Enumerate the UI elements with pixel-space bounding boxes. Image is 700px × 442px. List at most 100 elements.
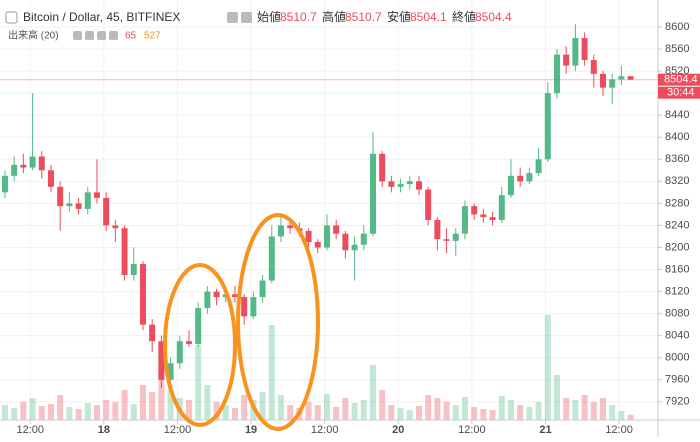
volume-bar bbox=[517, 405, 524, 420]
volume-bar bbox=[121, 390, 128, 420]
y-tick-label: 8320 bbox=[665, 175, 689, 187]
volume-bar bbox=[93, 405, 100, 420]
more-icon[interactable] bbox=[109, 31, 118, 40]
candle-body bbox=[66, 203, 73, 207]
y-tick-label: 8200 bbox=[665, 241, 689, 253]
volume-bar bbox=[397, 408, 404, 420]
candle-body bbox=[471, 206, 478, 215]
eye-icon[interactable] bbox=[73, 31, 82, 40]
volume-bar bbox=[47, 404, 54, 420]
candle-body bbox=[250, 297, 257, 317]
symbol-title: Bitcoin / Dollar, 45, BITFINEX bbox=[23, 10, 180, 24]
volume-bar bbox=[507, 400, 514, 420]
candle-body bbox=[360, 233, 367, 245]
last-price-label: 8504.4 bbox=[664, 74, 698, 86]
candle-body bbox=[379, 153, 386, 182]
candle-body bbox=[259, 280, 266, 298]
y-tick-label: 8240 bbox=[665, 219, 689, 231]
candle-body bbox=[314, 241, 321, 248]
eye-icon[interactable] bbox=[227, 12, 238, 23]
candle-body bbox=[333, 225, 340, 234]
y-tick-label: 8080 bbox=[665, 308, 689, 320]
volume-bar bbox=[369, 365, 376, 420]
ohlc-label: 高値 bbox=[322, 9, 346, 24]
candle-body bbox=[563, 54, 570, 66]
candle-body bbox=[167, 363, 174, 380]
collapse-icon[interactable] bbox=[5, 11, 18, 24]
candle-body bbox=[47, 170, 54, 187]
volume-bar bbox=[590, 402, 597, 420]
volume-bar bbox=[231, 408, 238, 420]
ohlc-value: 8504.1 bbox=[410, 10, 447, 24]
volume-bar bbox=[57, 395, 64, 420]
candle-body bbox=[425, 189, 432, 220]
candle-body bbox=[287, 225, 294, 229]
candle-body bbox=[195, 308, 202, 344]
candle-body bbox=[231, 294, 238, 298]
candle-body bbox=[434, 219, 441, 240]
countdown-label: 30:44 bbox=[667, 87, 695, 99]
volume-bar bbox=[563, 398, 570, 420]
candle-body bbox=[553, 54, 560, 94]
candle-body bbox=[38, 156, 45, 171]
y-tick-label: 8160 bbox=[665, 263, 689, 275]
candle-body bbox=[305, 230, 312, 242]
volume-bar bbox=[314, 405, 321, 420]
candle-body bbox=[581, 38, 588, 61]
y-tick-label: 8040 bbox=[665, 330, 689, 342]
ohlc-label: 始値 bbox=[257, 9, 281, 24]
volume-bar bbox=[149, 392, 156, 420]
volume-bar bbox=[75, 409, 82, 420]
candle-body bbox=[599, 73, 606, 88]
y-tick-label: 8120 bbox=[665, 285, 689, 297]
volume-bar bbox=[480, 409, 487, 420]
y-tick-label: 8400 bbox=[665, 131, 689, 143]
x-tick-label: 12:00 bbox=[458, 424, 486, 436]
countdown-tag bbox=[658, 86, 700, 99]
candle-body bbox=[75, 203, 82, 209]
settings-icon[interactable] bbox=[241, 12, 252, 23]
volume-bar bbox=[167, 390, 174, 420]
volume-bar bbox=[526, 407, 533, 420]
ohlc-value: 8510.7 bbox=[345, 10, 382, 24]
candle-body bbox=[590, 60, 597, 74]
volume-bar bbox=[213, 402, 220, 420]
volume-bar bbox=[379, 390, 386, 420]
candle-body bbox=[452, 233, 459, 241]
candle-body bbox=[415, 181, 422, 190]
y-tick-label: 8440 bbox=[665, 109, 689, 121]
volume-bar bbox=[130, 404, 137, 420]
volume-bar bbox=[351, 403, 358, 420]
volume-bar bbox=[112, 402, 119, 420]
ohlc-value: 8504.4 bbox=[475, 10, 512, 24]
x-tick-label: 21 bbox=[539, 424, 551, 436]
close-icon[interactable] bbox=[97, 31, 106, 40]
volume-bar bbox=[471, 407, 478, 420]
x-tick-label: 12:00 bbox=[605, 424, 633, 436]
highlight-ellipse bbox=[236, 213, 320, 431]
candle-body bbox=[517, 175, 524, 182]
volume-bar bbox=[535, 402, 542, 420]
candle-body bbox=[498, 195, 505, 220]
candle-body bbox=[112, 225, 119, 229]
candle-body bbox=[618, 76, 625, 80]
candle-body bbox=[185, 341, 192, 344]
y-tick-label: 8560 bbox=[665, 43, 689, 55]
candle-body bbox=[609, 79, 616, 88]
y-tick-label: 8000 bbox=[665, 352, 689, 364]
x-tick-label: 12:00 bbox=[17, 424, 45, 436]
candle-body bbox=[149, 324, 156, 342]
candle-body bbox=[204, 291, 211, 309]
volume-bar bbox=[139, 385, 146, 420]
volume-bar bbox=[599, 398, 606, 420]
candle-body bbox=[489, 217, 496, 220]
ohlc-value: 8510.7 bbox=[280, 10, 317, 24]
volume-bar bbox=[452, 405, 459, 420]
candle-body bbox=[93, 192, 100, 198]
volume-bar bbox=[443, 402, 450, 420]
settings-icon[interactable] bbox=[85, 31, 94, 40]
volume-bar bbox=[415, 406, 422, 420]
candle-body bbox=[103, 197, 110, 226]
candle-body bbox=[406, 181, 413, 185]
